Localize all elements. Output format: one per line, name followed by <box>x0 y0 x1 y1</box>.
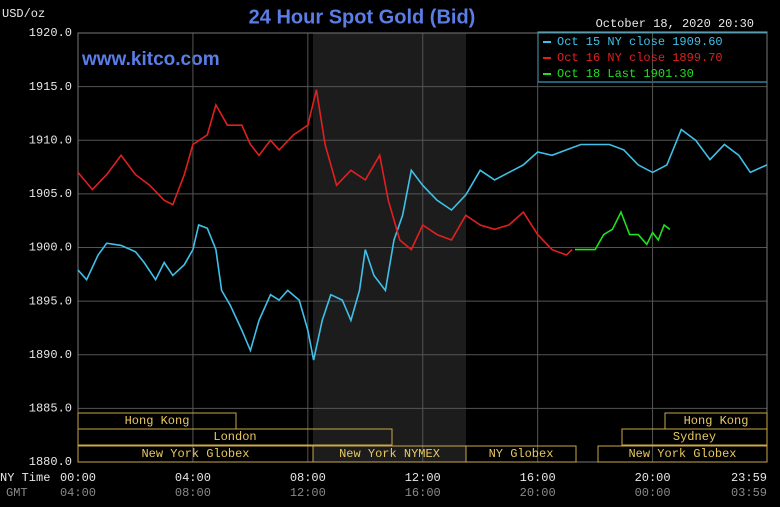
y-tick-label: 1920.0 <box>29 26 72 40</box>
legend-label: Oct 16 NY close 1899.70 <box>557 51 723 65</box>
date-stamp: October 18, 2020 20:30 <box>596 17 754 31</box>
chart-title: 24 Hour Spot Gold (Bid) <box>249 6 476 28</box>
session-label: New York Globex <box>628 447 736 461</box>
y-tick-label: 1905.0 <box>29 187 72 201</box>
x-tick-label: 00:00 <box>60 471 96 485</box>
x-tick-label: 23:59 <box>731 471 767 485</box>
x-tick-label: 04:00 <box>175 471 211 485</box>
x2-tick-label: 12:00 <box>290 486 326 500</box>
x2-axis-label: GMT <box>6 486 28 500</box>
x2-tick-label: 00:00 <box>635 486 671 500</box>
session-label: NY Globex <box>489 447 554 461</box>
series-line <box>77 89 573 256</box>
x-tick-label: 12:00 <box>405 471 441 485</box>
x2-tick-label: 04:00 <box>60 486 96 500</box>
session-label: New York NYMEX <box>339 447 440 461</box>
y-axis-label: USD/oz <box>2 7 45 21</box>
legend-label: Oct 18 Last 1901.30 <box>557 67 694 81</box>
y-tick-label: 1880.0 <box>29 455 72 469</box>
series-line <box>77 128 768 361</box>
series-line <box>575 210 671 251</box>
session-label: Hong Kong <box>684 414 749 428</box>
x2-tick-label: 08:00 <box>175 486 211 500</box>
y-tick-label: 1895.0 <box>29 294 72 308</box>
x-axis-label: NY Time <box>0 471 50 485</box>
x2-tick-label: 20:00 <box>520 486 556 500</box>
session-label: Sydney <box>673 430 716 444</box>
x-tick-label: 16:00 <box>520 471 556 485</box>
x2-tick-label: 16:00 <box>405 486 441 500</box>
session-label: Hong Kong <box>125 414 190 428</box>
session-box <box>465 445 577 463</box>
x2-tick-label: 03:59 <box>731 486 767 500</box>
y-tick-label: 1885.0 <box>29 402 72 416</box>
y-tick-label: 1900.0 <box>29 241 72 255</box>
session-label: New York Globex <box>141 447 249 461</box>
x-tick-label: 08:00 <box>290 471 326 485</box>
y-tick-label: 1910.0 <box>29 133 72 147</box>
session-box <box>621 428 768 446</box>
y-tick-label: 1915.0 <box>29 80 72 94</box>
legend-label: Oct 15 NY close 1909.60 <box>557 35 723 49</box>
watermark: www.kitco.com <box>81 49 220 70</box>
session-box <box>597 445 768 463</box>
y-tick-label: 1890.0 <box>29 348 72 362</box>
session-box <box>77 428 393 446</box>
session-label: London <box>213 430 256 444</box>
x-tick-label: 20:00 <box>635 471 671 485</box>
